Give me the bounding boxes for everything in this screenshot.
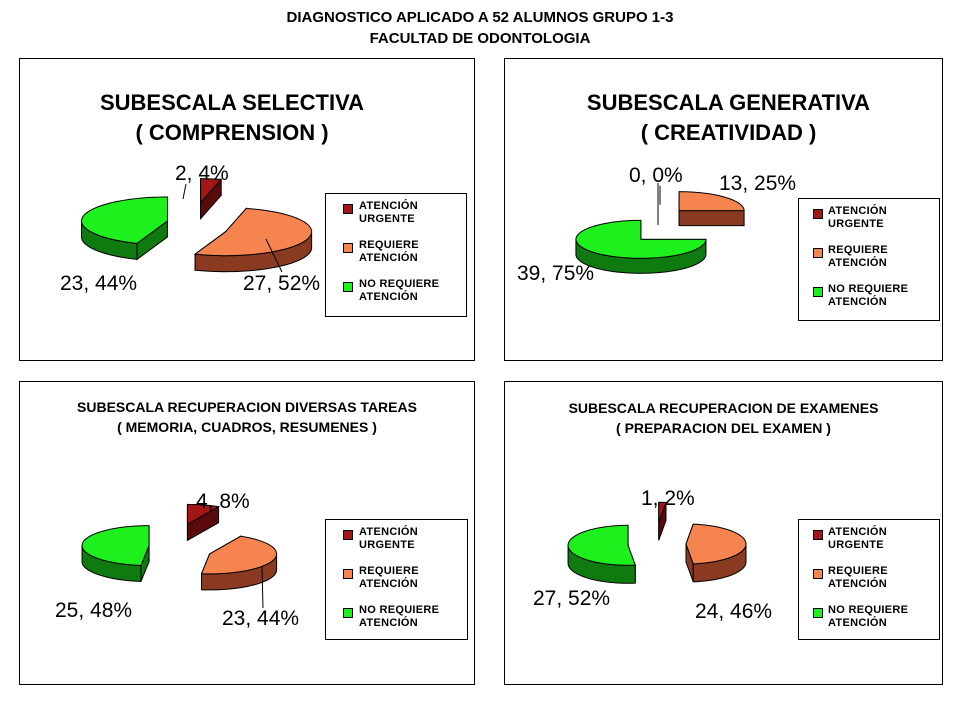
- legend-swatch: [813, 608, 823, 618]
- chart-title-line1: SUBESCALA GENERATIVA: [586, 90, 871, 115]
- legend-label: NO REQUIERE ATENCIÓN: [828, 283, 909, 308]
- data-label-no-requiere: 25, 48%: [55, 599, 133, 622]
- data-label-requiere: 24, 46%: [695, 600, 773, 623]
- pie-slice-no-requiere: [575, 219, 707, 274]
- data-label-urgente: 4, 8%: [196, 490, 250, 513]
- pie-slice-urgente: [200, 178, 223, 220]
- chart-panel-selectiva: SUBESCALA SELECTIVA ( COMPRENSION ) 2, 4…: [19, 58, 475, 361]
- data-label-requiere: 23, 44%: [222, 607, 300, 630]
- chart-legend: ATENCIÓN URGENTE REQUIERE ATENCIÓN NO RE…: [798, 519, 940, 640]
- legend-swatch: [813, 569, 823, 579]
- legend-label: ATENCIÓN URGENTE: [359, 526, 419, 551]
- leader-line: [265, 238, 283, 273]
- leader-line: [182, 183, 187, 200]
- pie-chart-selectiva: [81, 178, 313, 273]
- pie-slice-requiere: [685, 523, 747, 583]
- legend-label: REQUIERE ATENCIÓN: [828, 244, 888, 269]
- legend-label: ATENCIÓN URGENTE: [828, 526, 888, 551]
- pie-slice-requiere: [678, 191, 745, 227]
- legend-swatch: [813, 530, 823, 540]
- legend-swatch: [343, 243, 353, 253]
- legend-swatch: [813, 209, 823, 219]
- data-label-urgente: 1, 2%: [641, 487, 695, 510]
- chart-panel-generativa: SUBESCALA GENERATIVA ( CREATIVIDAD ) 0, …: [504, 58, 943, 361]
- chart-legend: ATENCIÓN URGENTE REQUIERE ATENCIÓN NO RE…: [325, 193, 467, 317]
- chart-panel-examenes: SUBESCALA RECUPERACION DE EXAMENES ( PRE…: [504, 381, 943, 685]
- legend-swatch: [343, 569, 353, 579]
- legend-label: REQUIERE ATENCIÓN: [359, 565, 419, 590]
- legend-label: NO REQUIERE ATENCIÓN: [359, 278, 440, 303]
- data-label-urgente: 2, 4%: [175, 162, 229, 185]
- legend-label: NO REQUIERE ATENCIÓN: [828, 604, 909, 629]
- pie-chart-examenes: [567, 501, 747, 584]
- legend-swatch: [813, 287, 823, 297]
- chart-title-line2: ( CREATIVIDAD ): [640, 120, 817, 145]
- pie-chart-generativa: [575, 183, 745, 274]
- page-title-line2: FACULTAD DE ODONTOLOGIA: [369, 30, 591, 47]
- pie-chart-diversas-tareas: [81, 503, 278, 609]
- pie-slice-no-requiere: [567, 524, 636, 584]
- data-label-requiere: 13, 25%: [719, 172, 797, 195]
- pie-slice-urgente: [658, 501, 667, 541]
- chart-legend: ATENCIÓN URGENTE REQUIERE ATENCIÓN NO RE…: [798, 198, 940, 321]
- chart-title-line2: ( MEMORIA, CUADROS, RESUMENES ): [117, 419, 377, 435]
- chart-title-line2: ( COMPRENSION ): [135, 120, 329, 145]
- data-label-no-requiere: 27, 52%: [533, 587, 611, 610]
- leader-line: [261, 566, 264, 609]
- legend-label: ATENCIÓN URGENTE: [828, 205, 888, 230]
- legend-swatch: [813, 248, 823, 258]
- data-label-urgente: 0, 0%: [629, 164, 683, 187]
- pie-slice-no-requiere: [81, 525, 150, 582]
- chart-title-line1: SUBESCALA SELECTIVA: [99, 90, 365, 115]
- chart-title-line1: SUBESCALA RECUPERACION DIVERSAS TAREAS: [77, 399, 417, 415]
- data-label-no-requiere: 23, 44%: [60, 272, 138, 295]
- legend-label: REQUIERE ATENCIÓN: [359, 239, 419, 264]
- legend-label: REQUIERE ATENCIÓN: [828, 565, 888, 590]
- chart-title-line2: ( PREPARACION DEL EXAMEN ): [616, 420, 831, 436]
- legend-swatch: [343, 282, 353, 292]
- pie-slice-requiere: [200, 535, 278, 591]
- chart-title-line1: SUBESCALA RECUPERACION DE EXAMENES: [568, 400, 879, 416]
- data-label-no-requiere: 39, 75%: [517, 262, 595, 285]
- pie-slice-requiere: [193, 207, 313, 273]
- pie-slice-urgente: [186, 503, 221, 542]
- page-title-line1: DIAGNOSTICO APLICADO A 52 ALUMNOS GRUPO …: [286, 9, 674, 26]
- chart-legend: ATENCIÓN URGENTE REQUIERE ATENCIÓN NO RE…: [325, 519, 468, 640]
- legend-label: ATENCIÓN URGENTE: [359, 200, 419, 225]
- chart-panel-diversas-tareas: SUBESCALA RECUPERACION DIVERSAS TAREAS (…: [19, 381, 475, 685]
- legend-swatch: [343, 608, 353, 618]
- legend-label: NO REQUIERE ATENCIÓN: [359, 604, 440, 629]
- legend-swatch: [343, 204, 353, 214]
- legend-swatch: [343, 530, 353, 540]
- data-label-requiere: 27, 52%: [243, 272, 321, 295]
- pie-slice-no-requiere: [81, 196, 168, 261]
